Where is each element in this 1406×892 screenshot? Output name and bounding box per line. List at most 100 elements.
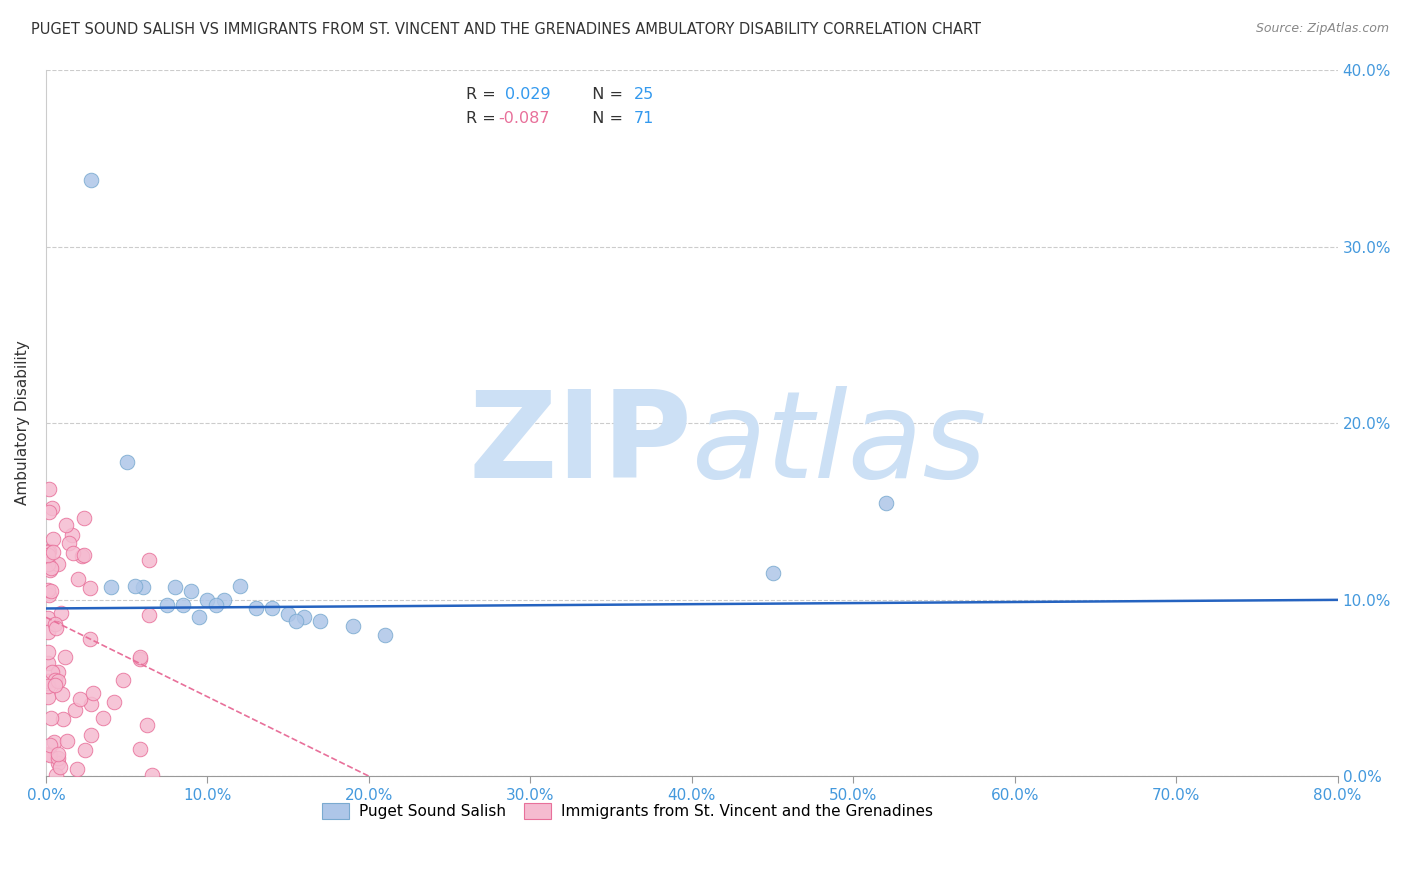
Point [37,544,59,558]
Point [38,738,60,752]
Point [37,645,59,659]
Text: atlas: atlas [692,386,987,503]
Point [51,687,73,701]
Point [260,601,283,615]
Point [73,510,96,524]
Point [46,756,69,770]
Point [37,679,59,693]
Point [42,544,65,558]
Point [228,578,250,592]
Point [60,528,83,542]
Point [292,610,315,624]
Y-axis label: Ambulatory Disability: Ambulatory Disability [15,341,30,506]
Point [73,743,96,757]
Point [44,673,66,687]
Point [73,549,96,563]
Point [165,580,187,594]
Point [342,619,364,633]
Point [44,616,66,631]
Point [115,455,138,469]
Point [38,588,60,602]
Point [66,762,89,776]
Point [285,614,308,628]
Point [135,718,157,732]
Point [69,691,91,706]
Point [197,592,219,607]
Text: R =: R = [465,111,501,126]
Point [45,621,67,635]
Point [172,598,194,612]
Point [37,548,59,562]
Point [42,532,65,546]
Point [46,747,69,761]
Point [44,677,66,691]
Point [56,734,79,748]
Point [38,544,60,558]
Point [875,495,897,509]
Point [52,712,75,726]
Point [49,760,72,774]
Text: N =: N = [582,111,628,126]
Point [38,505,60,519]
Point [46,665,69,680]
Point [37,690,59,705]
Point [79,582,101,596]
Point [132,580,155,594]
Point [93,711,115,725]
Point [66,572,89,586]
Text: R =: R = [465,87,501,103]
Point [41,500,63,515]
Text: 71: 71 [634,111,654,126]
Point [82,686,104,700]
Point [374,628,396,642]
Point [41,665,63,679]
Legend: Puget Sound Salish, Immigrants from St. Vincent and the Grenadines: Puget Sound Salish, Immigrants from St. … [316,797,939,825]
Point [53,649,76,664]
Point [156,598,179,612]
Point [80,728,103,742]
Point [277,607,299,621]
Point [38,482,60,496]
Point [138,607,160,622]
Point [55,517,77,532]
Point [63,702,86,716]
Point [129,650,152,665]
Point [37,656,59,670]
Point [37,674,59,689]
Text: 25: 25 [634,87,654,103]
Point [39,563,62,577]
Point [103,695,125,709]
Point [141,767,163,781]
Point [204,598,226,612]
Point [138,553,160,567]
Text: -0.087: -0.087 [498,111,550,126]
Point [309,614,332,628]
Point [39,583,62,598]
Point [37,583,59,598]
Text: N =: N = [582,87,628,103]
Point [129,741,152,756]
Point [245,601,267,615]
Point [58,535,80,549]
Point [38,747,60,762]
Point [42,735,65,749]
Point [112,673,135,688]
Point [761,566,783,581]
Point [39,747,62,762]
Point [188,610,211,624]
Point [62,546,84,560]
Point [49,606,72,620]
Point [129,652,152,666]
Text: ZIP: ZIP [468,386,692,503]
Point [79,632,101,646]
Point [124,578,146,592]
Point [37,611,59,625]
Point [46,557,69,571]
Text: PUGET SOUND SALISH VS IMMIGRANTS FROM ST. VINCENT AND THE GRENADINES AMBULATORY : PUGET SOUND SALISH VS IMMIGRANTS FROM ST… [31,22,981,37]
Point [100,580,122,594]
Point [180,583,202,598]
Text: Source: ZipAtlas.com: Source: ZipAtlas.com [1256,22,1389,36]
Text: 0.029: 0.029 [505,87,550,103]
Point [46,674,69,689]
Point [39,711,62,725]
